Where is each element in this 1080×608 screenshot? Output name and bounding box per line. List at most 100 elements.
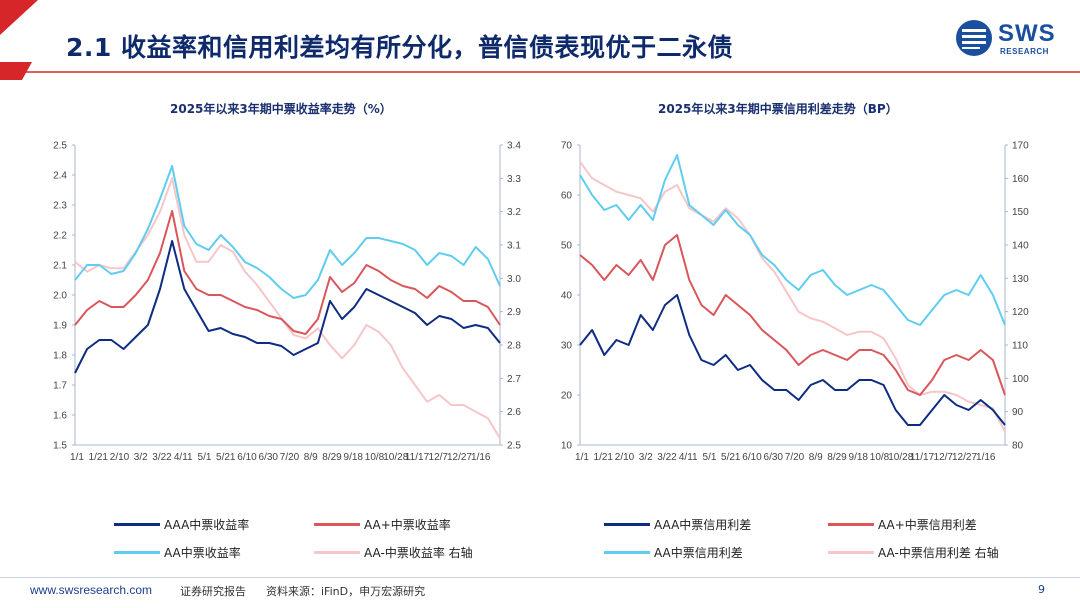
legend2-label-aaa: AAA中票信用利差 — [654, 518, 752, 532]
chart-2-x-tick-label: 12/27 — [952, 452, 977, 463]
legend-swatch-aa-minus — [314, 551, 360, 554]
chart-2-left-tick-label: 70 — [561, 141, 573, 152]
legend-swatch-aa-plus — [314, 523, 360, 526]
footer-report-type: 证券研究报告 — [180, 585, 246, 598]
chart-1-yield: 2.5 2.4 2.3 2.2 2.1 2.0 1.9 1.8 1.7 1.6 1.5 3.4 3.3 3… — [53, 141, 521, 464]
logo-wordmark: SWS — [998, 20, 1056, 47]
chart-2-x-tick-label: 9/18 — [849, 452, 869, 463]
chart-2-right-tick-label: 160 — [1012, 174, 1029, 185]
chart-1-x-tick-label: 11/17 — [405, 452, 430, 463]
chart-2-right-tick-label: 170 — [1012, 141, 1029, 152]
legend2-swatch-aa-minus — [828, 551, 874, 554]
chart-2-x-tick-label: 1/1 — [575, 452, 589, 463]
chart-1-left-tick-label: 2.5 — [53, 141, 67, 152]
chart-1-legend: AAA中票收益率 AA+中票收益率 AA中票收益率 AA-中票收益率 右轴 — [70, 512, 530, 562]
chart-2-x-tick-label: 5/1 — [703, 452, 717, 463]
chart-1-series-aa-line — [74, 165, 501, 299]
title-band — [0, 0, 1080, 80]
chart-2-series-aaa-line — [579, 294, 1006, 426]
chart-1-left-tick-label: 1.8 — [53, 351, 67, 362]
chart-2-left-tick-label: 30 — [561, 341, 573, 352]
chart-1-right-tick-label: 2.5 — [507, 441, 521, 452]
legend2-item-aaa: AAA中票信用利差 — [604, 516, 751, 533]
chart-1-left-tick-label: 2.3 — [53, 201, 67, 212]
legend2-label-aa: AA中票信用利差 — [654, 546, 743, 560]
chart-2-x-tick-label: 5/21 — [721, 452, 741, 463]
chart-1-series-aa-minus-line — [74, 177, 501, 439]
chart-1-right-tick-label: 3.0 — [507, 274, 521, 285]
chart-2-x-tick-label: 8/29 — [827, 452, 847, 463]
chart-2-legend: AAA中票信用利差 AA+中票信用利差 AA中票信用利差 AA-中票信用利差 右… — [560, 512, 1020, 562]
chart-1-x-tick-label: 8/9 — [304, 452, 318, 463]
footer-divider — [0, 577, 1080, 578]
chart-2-left-tick-label: 40 — [561, 291, 573, 302]
legend2-swatch-aa-plus — [828, 523, 874, 526]
chart-1-left-tick-label: 1.6 — [53, 411, 67, 422]
chart-1-x-tick-label: 3/2 — [134, 452, 148, 463]
chart-1-x-tick-label: 8/29 — [322, 452, 342, 463]
chart-1-right-tick-label: 2.8 — [507, 341, 521, 352]
chart-1-x-tick-label: 10/8 — [365, 452, 385, 463]
chart-1-x-tick-label: 5/1 — [198, 452, 212, 463]
legend-item-aaa: AAA中票收益率 — [114, 516, 249, 533]
chart-1-right-tick-label: 2.6 — [507, 407, 521, 418]
chart-2-x-tick-label: 6/30 — [764, 452, 784, 463]
legend2-swatch-aa — [604, 551, 650, 554]
chart-1-x-tick-label: 6/10 — [237, 452, 257, 463]
legend-item-aa: AA中票收益率 — [114, 544, 241, 561]
legend-item-aa-plus: AA+中票收益率 — [314, 516, 451, 533]
chart-1-right-tick-label: 2.7 — [507, 374, 521, 385]
chart-2-spread: 70 60 50 40 30 20 10 170 160 150 140 130 120 110 100 90… — [561, 141, 1029, 464]
chart-2-right-tick-label: 100 — [1012, 374, 1029, 385]
chart-2-left-tick-label: 20 — [561, 391, 573, 402]
chart-2-x-tick-label: 7/20 — [785, 452, 805, 463]
chart-2-right-tick-label: 110 — [1012, 341, 1028, 352]
chart-1-x-tick-label: 4/11 — [174, 452, 193, 463]
chart-2-right-tick-label: 140 — [1012, 241, 1029, 252]
chart-1-x-tick-label: 12/7 — [429, 452, 449, 463]
chart-1-x-tick-label: 1/21 — [89, 452, 109, 463]
chart-2-left-tick-label: 10 — [561, 441, 573, 452]
footer-url[interactable]: www.swsresearch.com — [30, 583, 153, 597]
logo-subtitle: RESEARCH — [1000, 47, 1049, 56]
chart-1-left-tick-label: 1.5 — [53, 441, 67, 452]
chart-2-x-tick-label: 3/2 — [639, 452, 653, 463]
chart-2-right-tick-label: 130 — [1012, 274, 1029, 285]
chart-1-x-tick-label: 10/28 — [383, 452, 408, 463]
chart-1-left-tick-label: 2.2 — [53, 231, 67, 242]
legend-label-aa-plus: AA+中票收益率 — [364, 518, 451, 532]
chart-1-x-tick-label: 2/10 — [110, 452, 130, 463]
chart-1-title: 2025年以来3年期中票收益率走势（%） — [170, 102, 392, 116]
chart-2-series-aa-plus-line — [579, 234, 1006, 396]
legend-item-aa-minus: AA-中票收益率 右轴 — [314, 544, 473, 561]
chart-2-right-tick-label: 150 — [1012, 207, 1029, 218]
legend2-swatch-aaa — [604, 523, 650, 526]
chart-1-x-tick-label: 1/1 — [70, 452, 84, 463]
title-accent-shape-lower — [0, 62, 32, 80]
chart-1-series-aa-plus-line — [74, 210, 501, 335]
footer-source: 资料来源：iFinD，申万宏源研究 — [266, 585, 426, 598]
chart-1-left-tick-label: 1.7 — [53, 381, 67, 392]
legend2-label-aa-plus: AA+中票信用利差 — [878, 518, 977, 532]
chart-2-x-tick-label: 3/22 — [657, 452, 677, 463]
chart-2-title: 2025年以来3年期中票信用利差走势（BP） — [658, 102, 898, 116]
page-number: 9 — [1038, 583, 1045, 596]
chart-2-series-aa-minus-line — [579, 161, 1006, 433]
chart-1-series-aaa-line — [74, 240, 501, 374]
chart-1-x-tick-label: 9/18 — [344, 452, 364, 463]
chart-1-left-tick-label: 2.4 — [53, 171, 67, 182]
legend-label-aa-minus: AA-中票收益率 右轴 — [364, 546, 473, 560]
sws-logo: SWS RESEARCH — [954, 18, 1064, 62]
legend-label-aaa: AAA中票收益率 — [164, 518, 250, 532]
chart-1-x-tick-label: 7/20 — [280, 452, 300, 463]
legend2-item-aa-minus: AA-中票信用利差 右轴 — [828, 544, 999, 561]
chart-2-x-tick-label: 2/10 — [615, 452, 635, 463]
chart-1-x-tick-label: 12/27 — [447, 452, 472, 463]
chart-1-left-tick-label: 2.1 — [53, 261, 67, 272]
legend2-item-aa-plus: AA+中票信用利差 — [828, 516, 977, 533]
legend-swatch-aa — [114, 551, 160, 554]
chart-2-x-tick-label: 1/16 — [976, 452, 996, 463]
chart-2-x-tick-label: 4/11 — [679, 452, 698, 463]
legend2-item-aa: AA中票信用利差 — [604, 544, 743, 561]
chart-2-left-tick-label: 50 — [561, 241, 573, 252]
